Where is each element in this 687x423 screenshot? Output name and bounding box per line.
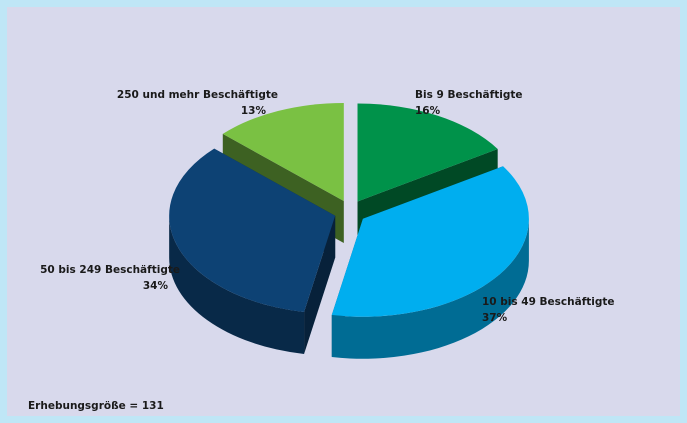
annotation: Erhebungsgröße = 131 bbox=[28, 400, 164, 412]
slice-side bbox=[331, 218, 529, 359]
slice bbox=[331, 166, 529, 359]
slice-label: 250 und mehr Beschäftigte bbox=[117, 89, 278, 101]
slice-value-label: 13% bbox=[241, 105, 267, 117]
slice-value-label: 34% bbox=[143, 280, 169, 292]
pie bbox=[169, 102, 529, 359]
slice-label: 10 bis 49 Beschäftigte bbox=[482, 296, 615, 308]
slice-top bbox=[331, 166, 529, 317]
slice bbox=[169, 148, 336, 354]
slice-label: Bis 9 Beschäftigte bbox=[415, 89, 522, 101]
slice-top bbox=[222, 102, 344, 201]
slice-top bbox=[357, 103, 498, 202]
slice-side bbox=[169, 215, 305, 354]
slice-value-label: 37% bbox=[482, 312, 508, 324]
slice-label: 50 bis 249 Beschäftigte bbox=[40, 264, 180, 276]
slice-top bbox=[169, 148, 336, 312]
slice-value-label: 16% bbox=[415, 105, 441, 117]
